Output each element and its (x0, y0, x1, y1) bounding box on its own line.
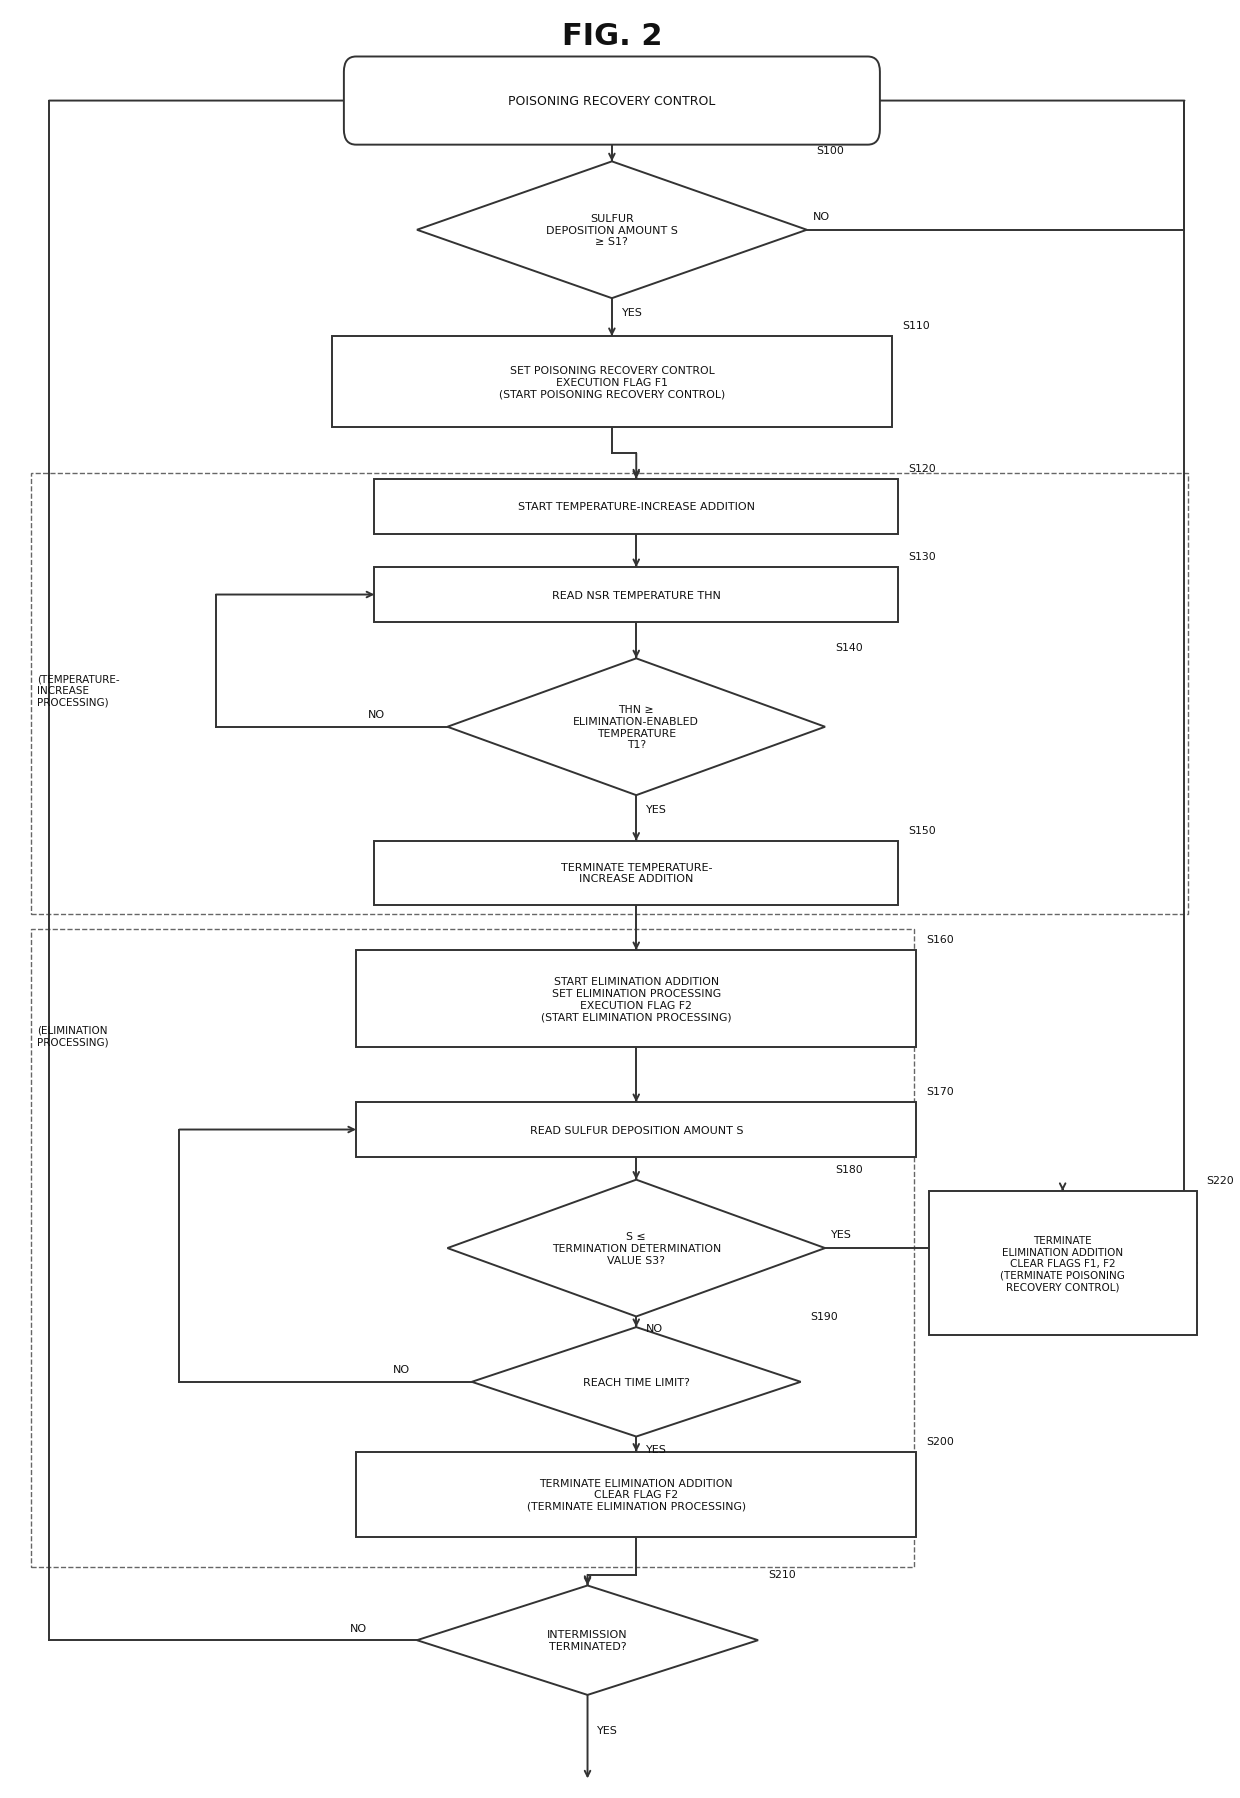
Text: YES: YES (621, 307, 642, 318)
Text: YES: YES (598, 1726, 619, 1735)
Text: SET POISONING RECOVERY CONTROL
EXECUTION FLAG F1
(START POISONING RECOVERY CONTR: SET POISONING RECOVERY CONTROL EXECUTION… (498, 367, 725, 399)
Text: POISONING RECOVERY CONTROL: POISONING RECOVERY CONTROL (508, 95, 715, 108)
Bar (374, 841, 898, 904)
Polygon shape (471, 1327, 801, 1437)
Bar (331, 336, 892, 428)
Text: NO: NO (350, 1622, 367, 1633)
Text: S130: S130 (908, 552, 936, 561)
Bar (356, 951, 916, 1048)
Polygon shape (417, 1586, 758, 1696)
Bar (356, 1453, 916, 1537)
Text: NO: NO (393, 1365, 409, 1374)
Text: START TEMPERATURE-INCREASE ADDITION: START TEMPERATURE-INCREASE ADDITION (518, 502, 755, 512)
Text: FIG. 2: FIG. 2 (562, 22, 662, 50)
Text: READ NSR TEMPERATURE THN: READ NSR TEMPERATURE THN (552, 590, 720, 601)
Bar (356, 1102, 916, 1158)
Text: S100: S100 (817, 146, 844, 156)
Text: THN ≥
ELIMINATION-ENABLED
TEMPERATURE
T1?: THN ≥ ELIMINATION-ENABLED TEMPERATURE T1… (573, 705, 699, 750)
Text: S140: S140 (835, 644, 863, 653)
Text: READ SULFUR DEPOSITION AMOUNT S: READ SULFUR DEPOSITION AMOUNT S (529, 1126, 743, 1135)
Text: S220: S220 (1207, 1176, 1234, 1185)
Polygon shape (448, 660, 825, 797)
Text: START ELIMINATION ADDITION
SET ELIMINATION PROCESSING
EXECUTION FLAG F2
(START E: START ELIMINATION ADDITION SET ELIMINATI… (541, 976, 732, 1021)
Bar (31, 930, 914, 1568)
Text: YES: YES (831, 1230, 852, 1239)
Text: S ≤
TERMINATION DETERMINATION
VALUE S3?: S ≤ TERMINATION DETERMINATION VALUE S3? (552, 1232, 720, 1266)
Text: INTERMISSION
TERMINATED?: INTERMISSION TERMINATED? (547, 1629, 627, 1651)
Bar (374, 568, 898, 622)
Bar (929, 1192, 1197, 1336)
Text: NO: NO (368, 710, 386, 719)
Text: S210: S210 (768, 1570, 796, 1579)
Text: (TEMPERATURE-
INCREASE
PROCESSING): (TEMPERATURE- INCREASE PROCESSING) (37, 674, 119, 707)
Text: S200: S200 (926, 1437, 954, 1446)
Text: REACH TIME LIMIT?: REACH TIME LIMIT? (583, 1377, 689, 1386)
Text: TERMINATE ELIMINATION ADDITION
CLEAR FLAG F2
(TERMINATE ELIMINATION PROCESSING): TERMINATE ELIMINATION ADDITION CLEAR FLA… (527, 1478, 745, 1510)
Bar (31, 473, 1188, 913)
Text: NO: NO (646, 1323, 663, 1332)
Bar (374, 480, 898, 534)
Text: S150: S150 (908, 825, 936, 836)
Text: S170: S170 (926, 1086, 954, 1097)
Text: YES: YES (646, 806, 667, 814)
Polygon shape (448, 1179, 825, 1316)
FancyBboxPatch shape (343, 58, 880, 146)
Text: YES: YES (646, 1444, 667, 1455)
Text: S110: S110 (901, 320, 930, 331)
Text: (ELIMINATION
PROCESSING): (ELIMINATION PROCESSING) (37, 1025, 109, 1046)
Text: TERMINATE
ELIMINATION ADDITION
CLEAR FLAGS F1, F2
(TERMINATE POISONING
RECOVERY : TERMINATE ELIMINATION ADDITION CLEAR FLA… (1001, 1235, 1125, 1291)
Text: S180: S180 (835, 1163, 863, 1174)
Text: TERMINATE TEMPERATURE-
INCREASE ADDITION: TERMINATE TEMPERATURE- INCREASE ADDITION (560, 863, 712, 885)
Text: S120: S120 (908, 464, 936, 473)
Text: S190: S190 (811, 1311, 838, 1322)
Text: NO: NO (813, 212, 830, 221)
Text: S160: S160 (926, 935, 954, 944)
Text: SULFUR
DEPOSITION AMOUNT S
≥ S1?: SULFUR DEPOSITION AMOUNT S ≥ S1? (546, 214, 678, 246)
Polygon shape (417, 162, 807, 298)
